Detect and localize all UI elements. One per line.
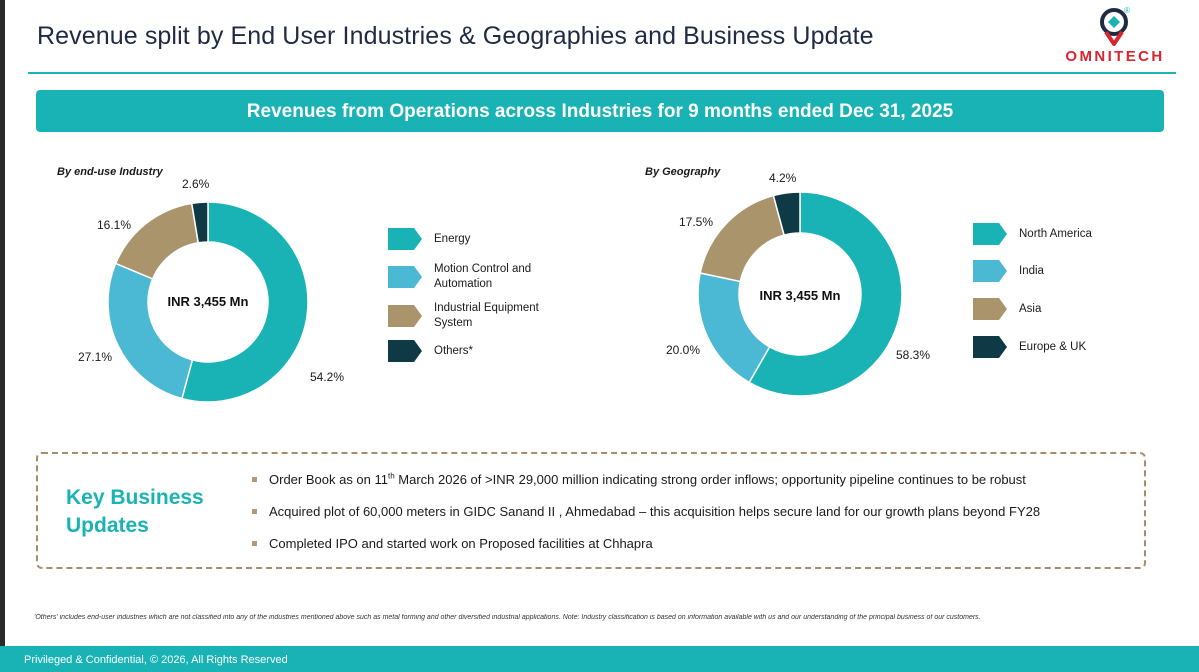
update-item-land-acquisition: Acquired plot of 60,000 meters in GIDC S…	[252, 504, 1040, 536]
updates-title-line1: Key Business	[66, 486, 204, 509]
legend-swatch-india	[973, 260, 1007, 282]
geography-label-india: 20.0%	[666, 343, 700, 357]
legend-item-others: Others*	[388, 340, 554, 362]
bullet-square-icon	[252, 509, 257, 514]
update-item-ipo: Completed IPO and started work on Propos…	[252, 536, 1040, 568]
industry-legend: Energy Motion Control and Automation Ind…	[388, 224, 588, 369]
industry-label-motion-control: 27.1%	[78, 350, 112, 364]
update-item-order-book: Order Book as on 11th March 2026 of >INR…	[252, 472, 1040, 504]
legend-item-north-america: North America	[973, 223, 1139, 245]
logo-wordmark: OMNITECH	[1065, 48, 1165, 65]
legend-label-asia: Asia	[1019, 302, 1042, 315]
industry-center-label: INR 3,455 Mn	[168, 294, 249, 309]
legend-swatch-energy	[388, 228, 422, 250]
industry-donut-chart: INR 3,455 Mn 54.2% 27.1% 16.1% 2.6%	[78, 177, 344, 403]
industry-label-energy: 54.2%	[310, 370, 344, 384]
legend-swatch-others	[388, 340, 422, 362]
geography-label-north-america: 58.3%	[896, 348, 930, 362]
legend-item-europe-uk: Europe & UK	[973, 336, 1139, 358]
section-banner: Revenues from Operations across Industri…	[36, 90, 1164, 132]
industry-label-industrial-equipment: 16.1%	[97, 218, 131, 232]
legend-swatch-industrial-equipment	[388, 305, 422, 327]
legend-item-india: India	[973, 260, 1139, 282]
legend-item-asia: Asia	[973, 298, 1139, 320]
footer-text: Privileged & Confidential, © 2026, All R…	[24, 654, 288, 666]
page-title: Revenue split by End User Industries & G…	[37, 22, 874, 50]
geography-donut-chart: INR 3,455 Mn 58.3% 20.0% 17.5% 4.2%	[666, 171, 930, 397]
key-business-updates-box: Key Business Updates Order Book as on 11…	[36, 452, 1146, 569]
logo-registered-mark: ®	[1124, 6, 1130, 15]
legend-item-industrial-equipment: Industrial Equipment System	[388, 301, 554, 331]
legend-label-energy: Energy	[434, 232, 471, 245]
title-underline	[28, 72, 1176, 74]
legend-label-europe-uk: Europe & UK	[1019, 340, 1087, 353]
left-edge-bar	[0, 0, 5, 672]
geography-label-europe-uk: 4.2%	[769, 171, 797, 185]
legend-label-industrial-equipment: Industrial Equipment System	[434, 302, 539, 329]
omnitech-logo-mark-icon	[1100, 8, 1128, 46]
legend-swatch-asia	[973, 298, 1007, 320]
geography-label-asia: 17.5%	[679, 215, 713, 229]
legend-label-north-america: North America	[1019, 227, 1092, 240]
industry-label-others: 2.6%	[182, 177, 210, 191]
updates-list: Order Book as on 11th March 2026 of >INR…	[252, 472, 1040, 568]
legend-swatch-europe-uk	[973, 336, 1007, 358]
geography-center-label: INR 3,455 Mn	[760, 288, 841, 303]
geography-chart-title: By Geography	[645, 166, 721, 178]
omnitech-logo: ® OMNITECH	[1052, 6, 1182, 68]
legend-item-motion-control: Motion Control and Automation	[388, 262, 554, 292]
legend-label-motion-control: Motion Control and Automation	[434, 263, 532, 290]
legend-swatch-motion-control	[388, 266, 422, 288]
legend-label-others: Others*	[434, 344, 473, 357]
geography-legend: North America India Asia Europe & UK	[973, 222, 1173, 367]
footnote: 'Others' includes end-user industries wh…	[34, 614, 981, 621]
industry-chart-title: By end-use Industry	[57, 166, 163, 178]
updates-title-line2: Updates	[66, 514, 149, 537]
bullet-square-icon	[252, 477, 257, 482]
legend-swatch-north-america	[973, 223, 1007, 245]
legend-item-energy: Energy	[388, 228, 554, 250]
bullet-square-icon	[252, 541, 257, 546]
updates-title: Key Business Updates	[66, 484, 216, 540]
legend-label-india: India	[1019, 264, 1044, 277]
footer-bar: Privileged & Confidential, © 2026, All R…	[0, 646, 1199, 672]
